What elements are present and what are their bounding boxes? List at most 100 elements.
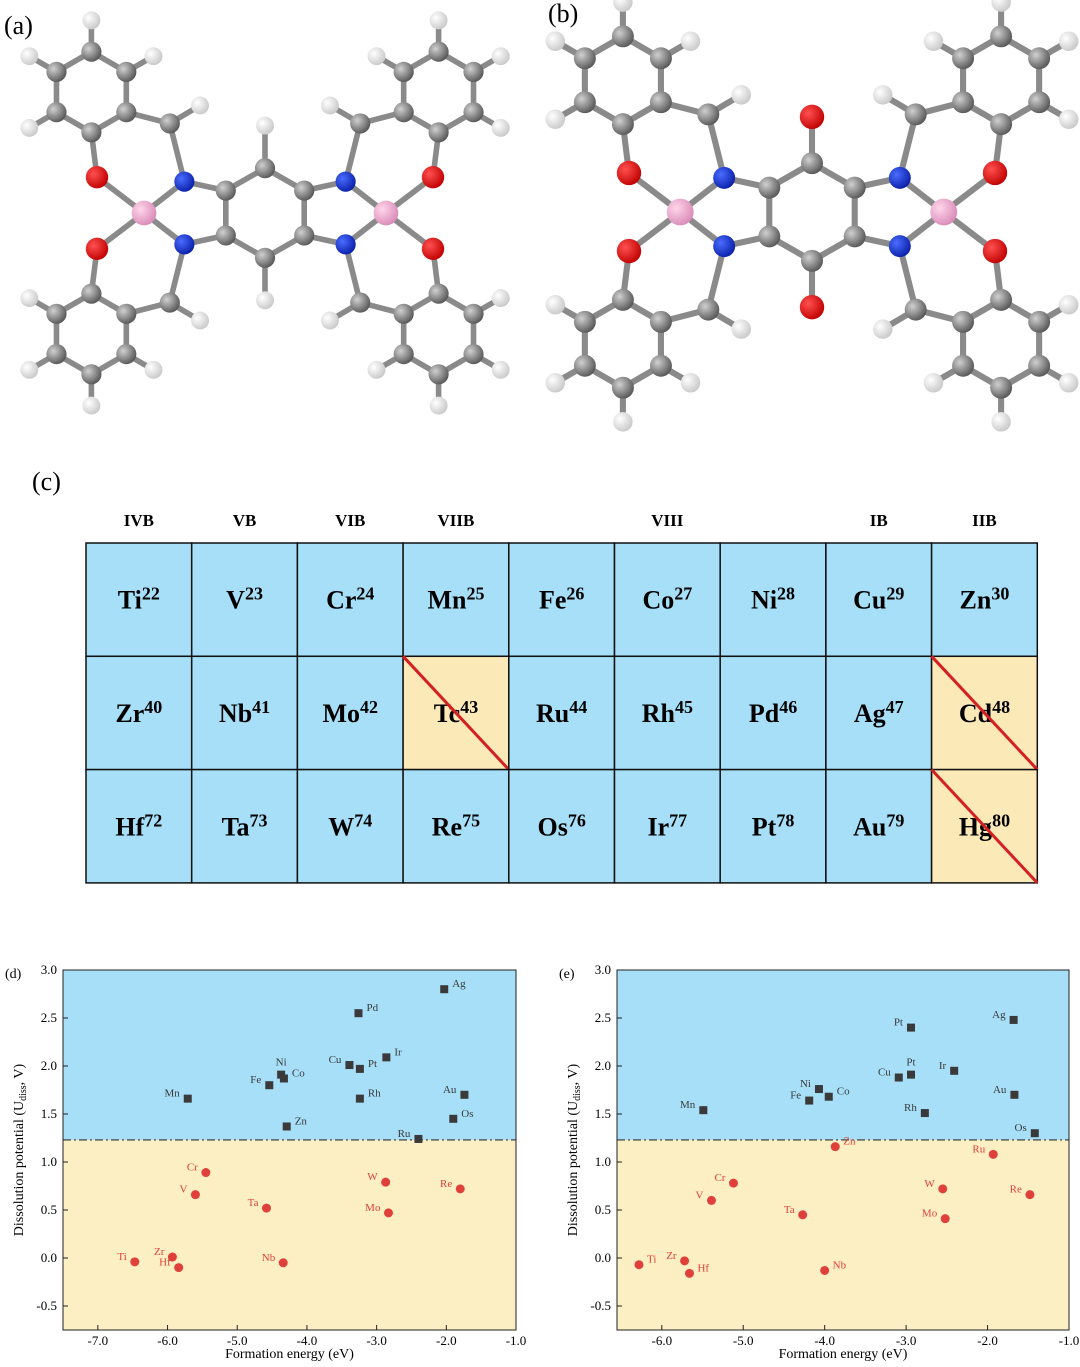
element-symbol: Ni bbox=[751, 586, 777, 615]
y-tick-label: 3.0 bbox=[595, 962, 611, 977]
atomic-number: 29 bbox=[886, 584, 904, 604]
atom bbox=[215, 180, 236, 201]
y-axis-title: Dissolution potential (Udiss, V) bbox=[12, 1063, 29, 1236]
panel-label: (b) bbox=[548, 0, 578, 28]
atom bbox=[81, 122, 102, 143]
element-symbol: V bbox=[226, 586, 245, 615]
y-tick-label: 1.5 bbox=[595, 1106, 611, 1121]
atom bbox=[613, 0, 633, 12]
atom bbox=[888, 166, 911, 189]
y-axis-title-part: , V) bbox=[566, 1063, 581, 1085]
point bbox=[167, 1252, 177, 1262]
y-axis-title-part: , V) bbox=[12, 1063, 27, 1085]
atom bbox=[1028, 354, 1051, 377]
table-cell bbox=[85, 542, 193, 658]
atom bbox=[545, 109, 566, 130]
point bbox=[706, 1195, 716, 1205]
atomic-number: 25 bbox=[466, 584, 484, 604]
atom bbox=[649, 47, 672, 70]
atomic-number: 48 bbox=[992, 697, 1010, 717]
x-tick-label: -1.0 bbox=[1059, 1333, 1080, 1348]
y-tick-label: -0.5 bbox=[36, 1298, 57, 1313]
element-symbol: Cu bbox=[853, 586, 886, 615]
point bbox=[699, 1106, 708, 1115]
point bbox=[449, 1114, 458, 1123]
point bbox=[354, 1009, 363, 1018]
atomic-number: 44 bbox=[569, 697, 587, 717]
atom bbox=[573, 310, 596, 333]
atom bbox=[144, 47, 163, 66]
element-label: Ti22 bbox=[118, 584, 160, 615]
y-tick-label: 0.0 bbox=[595, 1250, 611, 1265]
exclusion-mark bbox=[930, 655, 1039, 771]
y-tick-label: -0.5 bbox=[590, 1298, 611, 1313]
table-cell bbox=[508, 768, 616, 884]
unstable-region bbox=[63, 1139, 516, 1330]
atom bbox=[991, 412, 1011, 432]
point bbox=[1030, 1129, 1039, 1138]
element-label: W74 bbox=[328, 810, 372, 841]
atomic-number: 26 bbox=[566, 584, 584, 604]
element-symbol: Rh bbox=[642, 699, 676, 728]
atom bbox=[904, 298, 927, 321]
point-label: Ru bbox=[398, 1128, 411, 1140]
y-tick-label: 1.0 bbox=[41, 1154, 57, 1169]
element-label: Hf72 bbox=[115, 810, 162, 841]
element-symbol: Zn bbox=[960, 586, 992, 615]
atom bbox=[116, 344, 137, 365]
point bbox=[824, 1092, 833, 1101]
atom bbox=[421, 237, 445, 261]
atom bbox=[731, 319, 751, 339]
chart-title: (e) bbox=[559, 967, 575, 982]
element-label: Os76 bbox=[537, 810, 585, 841]
point bbox=[345, 1061, 354, 1070]
atom bbox=[680, 373, 701, 393]
element-label: Zn30 bbox=[960, 584, 1010, 615]
point-label: V bbox=[696, 1189, 704, 1201]
table-cell bbox=[825, 768, 933, 884]
atom bbox=[373, 200, 399, 226]
element-symbol: Pd bbox=[749, 699, 780, 728]
point bbox=[820, 1265, 830, 1275]
atom bbox=[1028, 47, 1051, 70]
atom bbox=[321, 96, 339, 115]
y-tick-label: 1.0 bbox=[595, 1154, 611, 1169]
atom bbox=[20, 360, 39, 379]
panel-label: (c) bbox=[32, 467, 61, 496]
point-label: Mo bbox=[365, 1202, 381, 1214]
atom bbox=[81, 283, 102, 304]
group-header: VIII bbox=[651, 511, 684, 530]
element-symbol: Ir bbox=[648, 812, 670, 841]
atom bbox=[393, 344, 414, 365]
atom bbox=[611, 25, 634, 48]
point bbox=[190, 1190, 200, 1200]
atomic-number: 74 bbox=[354, 810, 372, 830]
y-tick-label: 2.5 bbox=[595, 1010, 611, 1025]
atom bbox=[573, 91, 596, 114]
point-label: Zn bbox=[295, 1115, 308, 1127]
atom bbox=[116, 102, 137, 123]
atom bbox=[191, 311, 209, 330]
point-label: Au bbox=[443, 1084, 457, 1096]
group-header: IIB bbox=[972, 511, 997, 530]
element-symbol: Hf bbox=[115, 812, 144, 841]
point-label: Ir bbox=[939, 1060, 947, 1072]
point-label: Hf bbox=[159, 1257, 171, 1269]
atom bbox=[294, 180, 315, 201]
atomic-number: 43 bbox=[460, 697, 478, 717]
atom bbox=[428, 122, 449, 143]
element-label: Mn25 bbox=[427, 584, 484, 615]
point-label: Ti bbox=[647, 1254, 656, 1266]
x-axis-title: Formation energy (eV) bbox=[225, 1347, 354, 1362]
point bbox=[414, 1134, 423, 1143]
atom bbox=[801, 152, 823, 175]
atomic-number: 23 bbox=[245, 584, 263, 604]
group-header: VIIB bbox=[438, 511, 475, 530]
element-label: Pt78 bbox=[752, 810, 795, 841]
atom bbox=[982, 160, 1008, 186]
point bbox=[183, 1094, 192, 1103]
atom bbox=[930, 198, 958, 226]
point bbox=[684, 1268, 694, 1278]
atom bbox=[463, 102, 484, 123]
point-label: Zr bbox=[666, 1250, 677, 1262]
